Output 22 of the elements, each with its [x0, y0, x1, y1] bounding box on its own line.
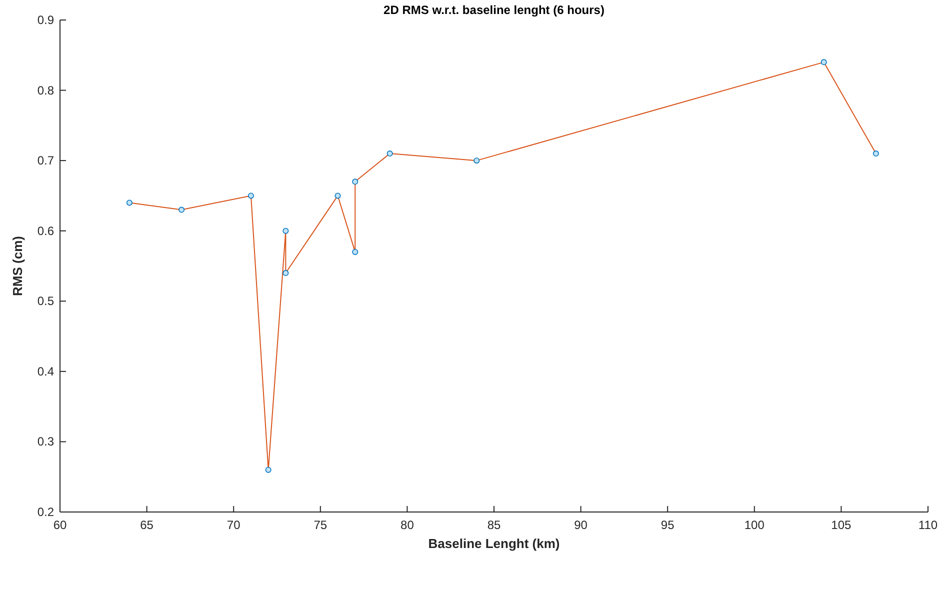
y-tick-label: 0.8	[37, 83, 54, 98]
chart-title: 2D RMS w.r.t. baseline lenght (6 hours)	[384, 3, 604, 17]
y-tick-label: 0.6	[37, 224, 54, 238]
x-tick-label: 100	[744, 518, 765, 532]
y-tick-label: 0.3	[37, 434, 54, 449]
x-tick-label: 105	[831, 518, 852, 532]
x-axis-title: Baseline Lenght (km)	[428, 536, 560, 551]
y-tick-label: 0.9	[37, 13, 54, 27]
y-tick-label: 0.5	[37, 294, 54, 308]
y-tick-label: 0.2	[37, 505, 54, 519]
x-tick-label: 65	[140, 518, 154, 532]
x-tick-label: 75	[314, 518, 328, 532]
y-tick-label: 0.7	[37, 154, 54, 168]
x-tick-label: 70	[226, 518, 241, 532]
x-tick-label: 85	[487, 518, 501, 532]
x-tick-label: 90	[574, 518, 588, 532]
x-tick-label: 80	[400, 518, 414, 532]
y-tick-label: 0.4	[37, 364, 54, 378]
x-tick-label: 110	[918, 518, 938, 532]
x-tick-label: 95	[660, 518, 675, 532]
y-axis-title: RMS (cm)	[10, 236, 25, 296]
x-tick-label: 60	[53, 518, 67, 532]
